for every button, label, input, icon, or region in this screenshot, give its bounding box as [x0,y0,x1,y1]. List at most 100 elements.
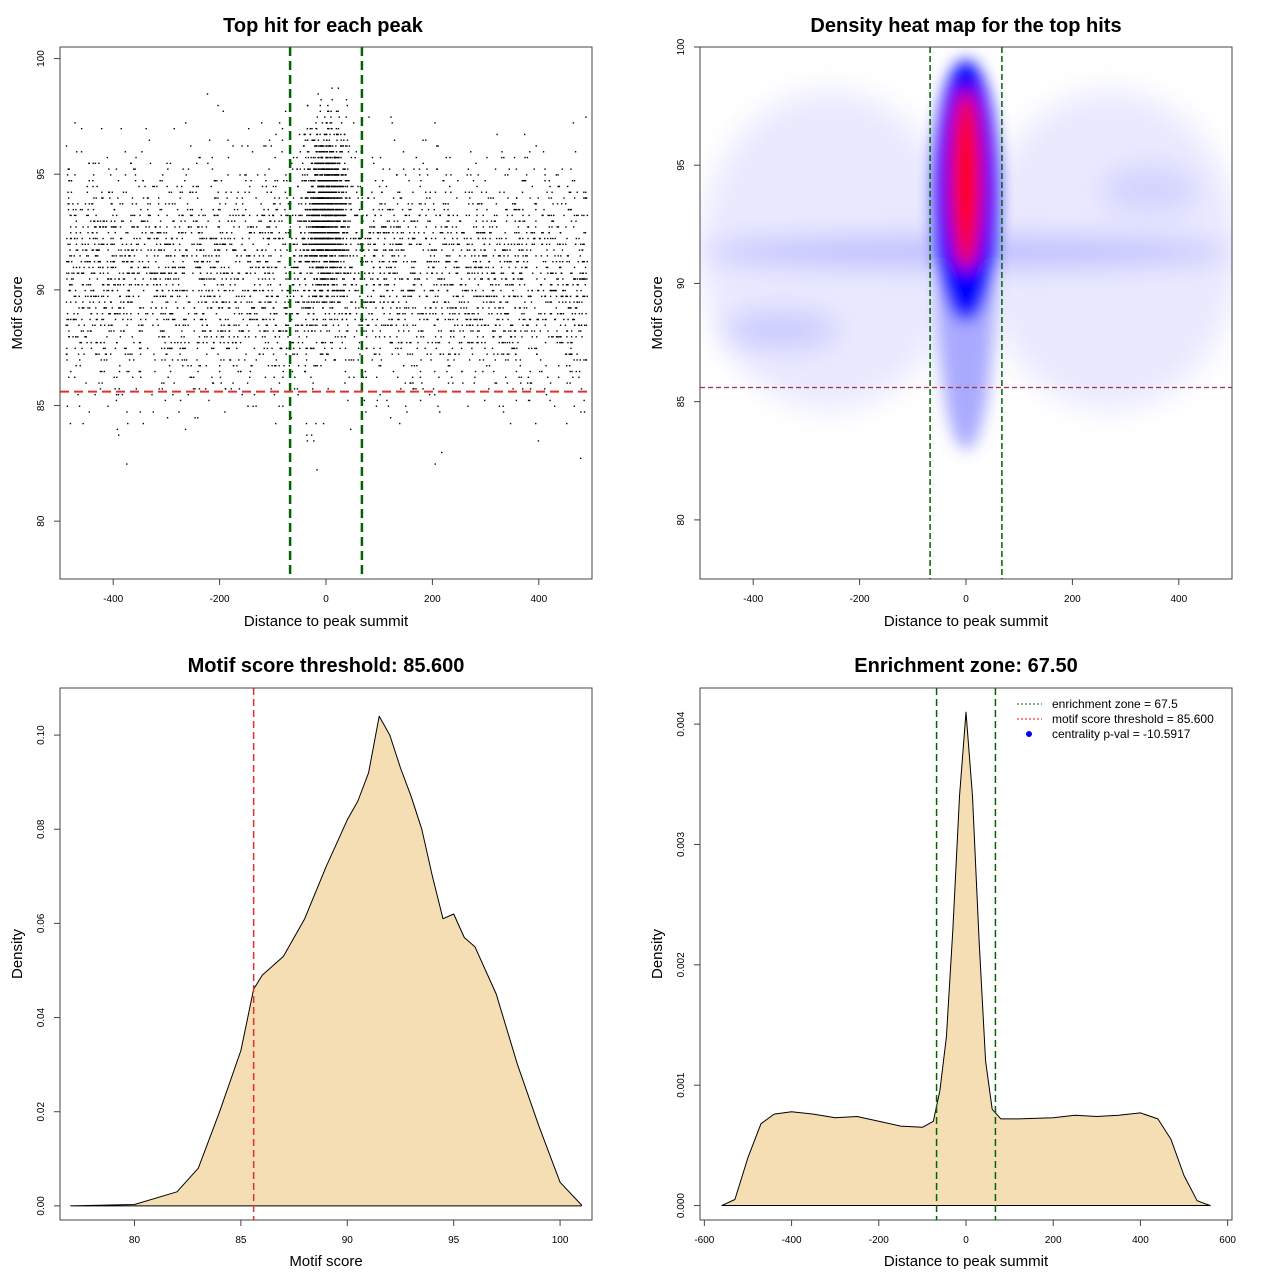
scatter-point [264,278,267,280]
scatter-point [92,208,95,211]
scatter-point [258,301,260,303]
scatter-point [84,243,86,246]
scatter-point [366,324,368,326]
scatter-point [353,376,355,379]
scatter-point [336,162,339,165]
scatter-point [324,318,327,321]
scatter-point [378,365,380,367]
scatter-point [205,255,207,257]
scatter-point [225,301,227,303]
scatter-point [231,232,233,234]
scatter-point [350,428,352,431]
scatter-point [284,330,287,332]
scatter-point [455,307,457,309]
scatter-point [261,318,264,321]
scatter-point [249,266,252,269]
scatter-point [449,330,452,332]
scatter-point [144,266,147,269]
scatter-point [263,145,265,147]
scatter-point [122,220,124,222]
scatter-point [427,341,429,344]
scatter-point [224,330,226,332]
scatter-point [88,411,90,413]
scatter-point [468,313,470,315]
scatter-point [128,289,130,292]
scatter-point [268,255,270,257]
scatter-point [291,237,293,240]
scatter-point [133,214,136,217]
scatter-point [434,313,437,315]
scatter-point [108,284,110,286]
scatter-point [541,370,543,373]
scatter-point [257,260,259,263]
scatter-point [526,330,528,332]
scatter-point [110,330,112,332]
scatter-point [472,324,474,326]
scatter-point [369,226,371,228]
scatter-point [153,272,155,274]
scatter-point [151,232,154,234]
scatter-point [227,318,229,321]
scatter-point [158,388,160,390]
scatter-point [573,180,576,182]
scatter-point [262,214,264,217]
scatter-point [328,185,330,188]
scatter-point [304,174,306,176]
scatter-point [471,243,473,246]
scatter-point [69,284,72,286]
scatter-point [325,133,328,136]
scatter-point [239,341,242,344]
scatter-point [547,301,549,303]
scatter-point [111,191,113,193]
scatter-point [319,232,322,234]
scatter-point [429,243,431,246]
scatter-point [70,278,73,280]
scatter-point [383,278,385,280]
scatter-point [404,313,406,315]
scatter-point [465,289,468,292]
scatter-point [193,318,196,321]
scatter-point [374,243,376,246]
scatter-point [324,174,327,176]
scatter-point [545,243,548,246]
scatter-point [226,347,228,350]
scatter-point [515,168,518,170]
scatter-point [133,255,136,257]
scatter-point [147,260,150,263]
scatter-point [267,295,269,298]
scatter-point [264,307,267,309]
scatter-point [476,341,478,344]
scatter-point [570,330,573,332]
scatter-point [351,301,353,303]
scatter-point [495,226,498,228]
scatter-point [192,191,194,193]
scatter-point [147,266,150,269]
scatter-point [141,284,143,286]
scatter-point [535,220,537,222]
scatter-point [376,376,378,379]
scatter-point [509,284,511,286]
scatter-point [506,208,508,211]
scatter-point [557,284,559,286]
scatter-point [304,203,307,205]
scatter-point [335,162,337,165]
scatter-point [576,289,578,292]
scatter-point [390,116,392,118]
scatter-point [311,208,314,211]
scatter-point [111,255,114,257]
scatter-point [236,197,238,199]
scatter-point [213,278,216,280]
scatter-point [81,208,83,211]
scatter-point [246,313,248,315]
scatter-point [322,278,324,280]
scatter-point [526,156,529,159]
scatter-point [554,237,556,240]
scatter-point [371,191,373,193]
scatter-point [328,191,330,193]
scatter-point [575,237,578,240]
scatter-point [303,145,305,147]
scatter-point [494,359,497,361]
scatter-point [371,359,373,361]
scatter-point [208,295,211,298]
scatter-point [117,180,120,182]
